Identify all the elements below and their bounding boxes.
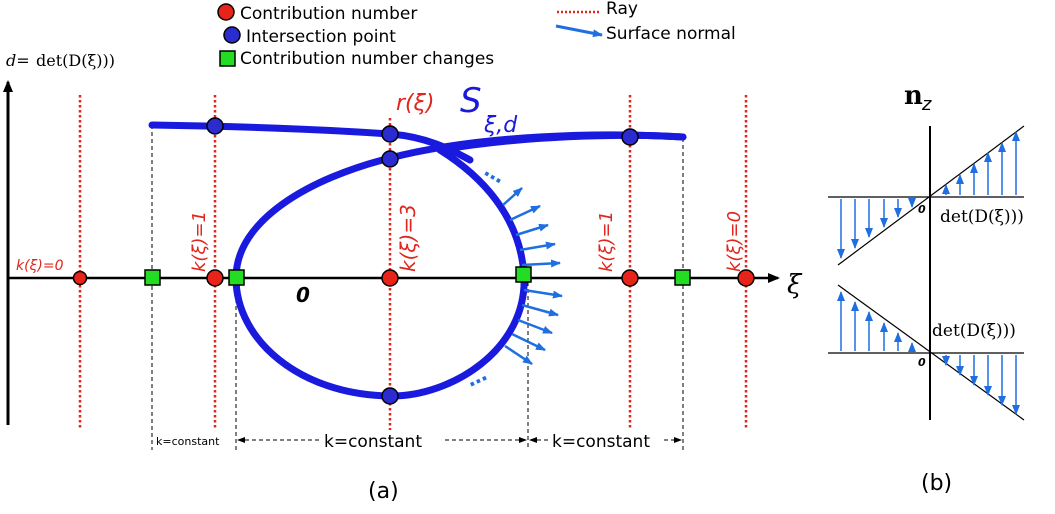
caption-b: (b): [921, 471, 952, 496]
panel-a: d= det(D(ξ))) ξ: [2, 51, 803, 504]
k-constant-right: k=constant: [552, 432, 650, 452]
intersection-point: [621, 128, 639, 146]
lower-normals: [837, 291, 1020, 415]
lower-slope-line: [837, 284, 1025, 421]
guide-lines: [151, 125, 684, 450]
contribution-dot: [206, 269, 224, 287]
intersection-point: [206, 117, 224, 135]
change-square: [674, 269, 691, 286]
intersection-point: [381, 150, 399, 168]
k-label-0-left: k(ξ)=0: [16, 258, 64, 274]
legend-change-label: Contribution number changes: [240, 49, 494, 69]
change-square: [515, 266, 532, 283]
lower-origin: 0: [918, 356, 926, 369]
legend: Contribution number Intersection point C…: [217, 0, 736, 69]
contribution-dot: [621, 269, 639, 287]
surface-upper-tail: [436, 131, 687, 154]
k-label-0-right: k(ξ)=0: [724, 211, 745, 272]
k-label-3: k(ξ)=3: [396, 204, 420, 272]
intersection-point: [381, 125, 399, 143]
legend-contribution-label: Contribution number: [240, 4, 417, 24]
contribution-dot: [381, 269, 399, 287]
legend-intersection-dot: [223, 26, 241, 44]
surface-upper-branch: [148, 121, 474, 164]
upper-axis-label: det(D(ξ))): [940, 207, 1024, 227]
contribution-dot: [72, 270, 88, 286]
legend-normal-arrow: [555, 24, 603, 38]
surface-label-subscript: ξ,d: [483, 113, 518, 138]
legend-change-square: [219, 50, 236, 67]
normals-ellipsis-lower: …: [462, 362, 490, 392]
surface-normals: [502, 187, 563, 366]
origin-label: 0: [296, 283, 310, 307]
change-square: [144, 269, 161, 286]
ray-label: r(ξ): [396, 91, 434, 116]
intersection-point: [381, 387, 399, 405]
panel-b: n z 0 det(D(ξ))): [828, 81, 1025, 496]
upper-normals: [837, 131, 1020, 259]
k-constant-small: k=constant: [156, 435, 220, 448]
k-label-1-right: k(ξ)=1: [596, 211, 617, 272]
contribution-dot: [737, 269, 755, 287]
legend-intersection-label: Intersection point: [246, 27, 396, 47]
k-label-1-left: k(ξ)=1: [189, 211, 210, 272]
change-squares: [144, 266, 691, 286]
upper-slope-line: [837, 125, 1025, 266]
legend-normal-label: Surface normal: [606, 24, 736, 44]
lower-axis-label: det(D(ξ))): [932, 321, 1016, 341]
y-axis-label-det: det(D(ξ))): [36, 51, 115, 70]
nz-label-subscript: z: [921, 94, 932, 115]
caption-a: (a): [368, 479, 399, 504]
legend-contribution-dot: [217, 3, 235, 21]
y-axis-label-d: d=: [6, 51, 30, 70]
surface-label: S: [460, 81, 482, 121]
k-constant-mid: k=constant: [324, 432, 422, 452]
legend-ray-label: Ray: [606, 0, 638, 19]
intersection-points: [206, 117, 639, 405]
change-square: [228, 269, 245, 286]
nz-label: n: [904, 81, 923, 111]
contribution-dots: [72, 269, 755, 287]
upper-origin: 0: [918, 203, 926, 216]
x-axis-label: ξ: [787, 270, 803, 300]
